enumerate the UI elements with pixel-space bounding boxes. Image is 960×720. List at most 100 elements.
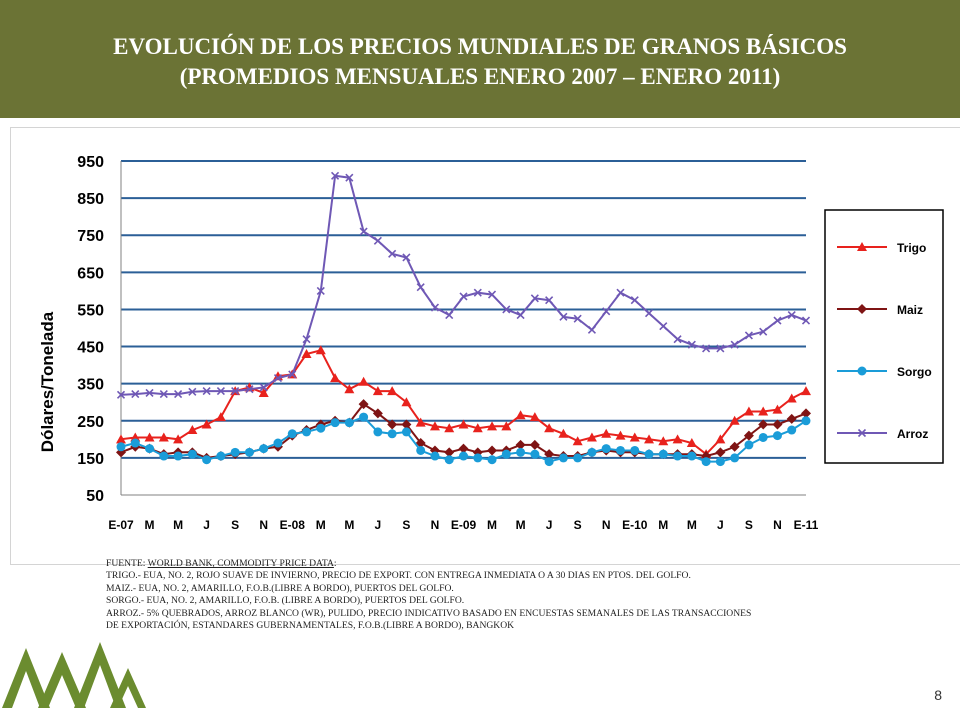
x-marker-stroke bbox=[545, 296, 554, 305]
x-marker-stroke bbox=[687, 340, 696, 349]
data-point-maiz bbox=[529, 439, 540, 450]
data-point-arroz bbox=[516, 310, 525, 320]
data-point-sorgo bbox=[730, 453, 740, 463]
data-point-arroz bbox=[616, 288, 625, 297]
data-point-trigo bbox=[586, 432, 597, 442]
page-number: 8 bbox=[934, 687, 942, 703]
source-link[interactable]: WORLD BANK, COMMODITY PRICE DATA bbox=[147, 558, 334, 569]
data-point-arroz bbox=[773, 316, 782, 325]
data-point-trigo bbox=[401, 397, 412, 407]
data-point-arroz bbox=[744, 331, 753, 340]
data-point-sorgo bbox=[387, 429, 397, 439]
data-point-trigo bbox=[116, 434, 126, 444]
x-marker-stroke bbox=[216, 387, 225, 396]
x-marker-stroke bbox=[716, 344, 725, 353]
data-point-arroz bbox=[259, 383, 268, 392]
data-point-trigo bbox=[743, 406, 754, 416]
x-tick-label: M bbox=[487, 518, 497, 532]
title-line-1: EVOLUCIÓN DE LOS PRECIOS MUNDIALES DE GR… bbox=[113, 34, 847, 59]
x-marker-stroke bbox=[288, 370, 297, 379]
data-point-arroz bbox=[530, 294, 539, 303]
data-point-arroz bbox=[359, 227, 368, 236]
y-tick-label: 850 bbox=[77, 191, 104, 208]
data-point-maiz bbox=[487, 445, 498, 456]
data-point-trigo bbox=[130, 432, 141, 442]
y-tick-label: 550 bbox=[77, 302, 104, 319]
data-point-arroz bbox=[644, 309, 654, 318]
x-marker-stroke bbox=[744, 331, 753, 340]
legend-item-arroz: Arroz bbox=[837, 427, 928, 441]
x-tick-label: M bbox=[316, 518, 326, 532]
legend-marker bbox=[857, 366, 867, 376]
data-point-arroz bbox=[459, 292, 468, 301]
x-marker-stroke bbox=[630, 296, 639, 305]
x-tick-label: S bbox=[745, 518, 753, 532]
data-point-arroz bbox=[487, 290, 497, 299]
y-tick-label: 650 bbox=[77, 265, 104, 282]
data-point-trigo bbox=[772, 404, 783, 414]
note-sorgo: SORGO.- EUA, NO. 2, AMARILLO, F.O.B. (LI… bbox=[106, 595, 465, 607]
data-point-sorgo bbox=[801, 416, 811, 426]
legend-item-trigo: Trigo bbox=[837, 241, 926, 255]
source-suffix: : bbox=[333, 558, 337, 569]
data-point-maiz bbox=[758, 419, 769, 430]
data-point-maiz bbox=[401, 419, 412, 430]
legend-label: Sorgo bbox=[897, 365, 932, 379]
data-point-sorgo bbox=[530, 449, 540, 459]
x-marker-stroke bbox=[445, 310, 454, 320]
x-marker-stroke bbox=[602, 307, 611, 316]
data-point-maiz bbox=[801, 408, 811, 419]
x-marker-stroke bbox=[245, 385, 254, 394]
data-point-arroz bbox=[759, 327, 768, 336]
data-point-arroz bbox=[288, 370, 297, 379]
data-point-arroz bbox=[116, 390, 126, 399]
data-point-arroz bbox=[716, 344, 725, 353]
data-point-trigo bbox=[658, 436, 669, 446]
x-tick-label: S bbox=[402, 518, 410, 532]
x-marker-stroke bbox=[188, 387, 197, 396]
note-trigo: TRIGO.- EUA, NO. 2, ROJO SUAVE DE INVIER… bbox=[106, 570, 691, 582]
data-point-maiz bbox=[786, 413, 797, 424]
title-banner: EVOLUCIÓN DE LOS PRECIOS MUNDIALES DE GR… bbox=[0, 0, 960, 118]
x-tick-label: E-10 bbox=[622, 518, 648, 532]
data-point-sorgo bbox=[187, 449, 197, 459]
data-point-sorgo bbox=[430, 451, 440, 461]
data-point-trigo bbox=[344, 384, 355, 394]
data-point-sorgo bbox=[459, 451, 468, 461]
data-point-maiz bbox=[743, 430, 754, 441]
data-point-sorgo bbox=[601, 444, 611, 454]
data-point-trigo bbox=[515, 410, 526, 420]
x-tick-label: N bbox=[259, 518, 268, 532]
x-tick-label: E-08 bbox=[280, 518, 306, 532]
data-point-trigo bbox=[715, 434, 726, 444]
data-point-sorgo bbox=[587, 447, 597, 457]
data-point-sorgo bbox=[615, 445, 625, 455]
data-point-sorgo bbox=[373, 427, 383, 437]
x-marker-stroke bbox=[857, 428, 867, 438]
data-point-sorgo bbox=[630, 445, 640, 455]
x-tick-label: N bbox=[773, 518, 782, 532]
data-point-sorgo bbox=[216, 451, 226, 461]
x-marker-stroke bbox=[502, 305, 511, 314]
x-tick-label: M bbox=[173, 518, 183, 532]
x-tick-label: E-07 bbox=[108, 518, 134, 532]
data-point-maiz bbox=[444, 447, 455, 458]
x-tick-label: N bbox=[602, 518, 611, 532]
data-point-trigo bbox=[672, 434, 683, 444]
data-point-trigo bbox=[472, 423, 483, 433]
data-point-trigo bbox=[444, 423, 455, 433]
data-point-trigo bbox=[487, 421, 498, 431]
x-marker-stroke bbox=[345, 173, 354, 182]
data-point-trigo bbox=[201, 419, 212, 429]
legend-label: Trigo bbox=[897, 241, 926, 255]
note-arroz: ARROZ.- 5% QUEBRADOS, ARROZ BLANCO (WR),… bbox=[106, 607, 752, 619]
x-marker-stroke bbox=[559, 312, 568, 321]
x-tick-label: M bbox=[516, 518, 526, 532]
data-point-maiz bbox=[515, 439, 526, 450]
x-marker-stroke bbox=[587, 325, 597, 334]
data-point-trigo bbox=[544, 423, 555, 433]
legend-label: Arroz bbox=[897, 427, 928, 441]
data-point-arroz bbox=[445, 310, 454, 320]
data-point-trigo bbox=[158, 432, 169, 442]
data-point-maiz bbox=[772, 419, 783, 430]
